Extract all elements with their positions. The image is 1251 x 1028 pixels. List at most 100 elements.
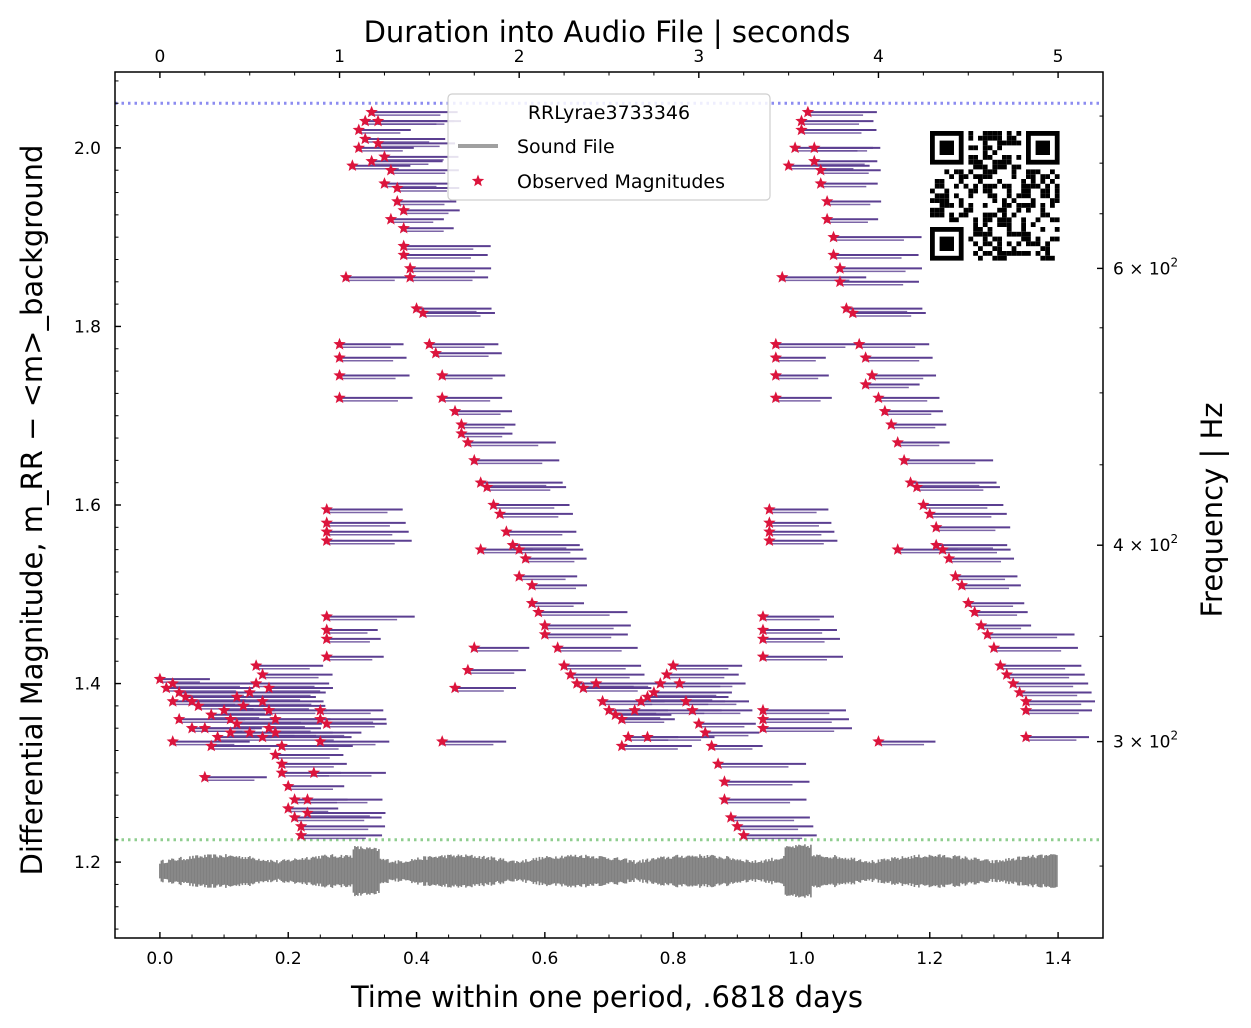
qr-module: [1035, 241, 1041, 247]
qr-module: [1006, 241, 1012, 247]
observed-magnitude-marker: [269, 712, 282, 725]
qr-module: [997, 131, 1002, 136]
qr-module: [1016, 251, 1022, 256]
qr-module: [973, 155, 978, 160]
qr-module: [1040, 227, 1046, 232]
observed-magnitude-marker: [769, 391, 782, 404]
observed-magnitude-marker: [320, 632, 333, 645]
qr-module: [1006, 159, 1012, 165]
observed-magnitude-marker: [763, 534, 776, 546]
observed-magnitude-marker: [660, 668, 673, 680]
qr-module: [973, 159, 978, 165]
observed-magnitude-marker: [570, 677, 584, 689]
observed-magnitude-marker: [718, 793, 731, 805]
y-tick-label: 1.4: [74, 675, 101, 695]
observed-magnitude-marker: [949, 569, 962, 582]
qr-module: [1054, 227, 1060, 232]
observed-magnitude-marker: [314, 712, 327, 725]
qr-module: [997, 159, 1002, 165]
qr-module: [987, 241, 993, 247]
observed-magnitude-marker: [718, 775, 731, 787]
x-tick-label: 0.8: [660, 949, 687, 969]
x-tick-label: 0.2: [275, 949, 302, 969]
observed-magnitude-marker: [391, 195, 404, 207]
observed-magnitude-marker: [820, 195, 834, 207]
observed-magnitude-marker: [250, 659, 263, 671]
qr-module: [1026, 207, 1031, 213]
observed-magnitude-marker: [814, 177, 827, 189]
qr-module: [1006, 155, 1012, 160]
qr-module: [1035, 183, 1041, 189]
observed-magnitude-marker: [333, 351, 346, 363]
y-axis-title-right: Frequency | Hz: [1195, 402, 1229, 617]
qr-module: [958, 212, 964, 218]
observed-magnitude-marker: [808, 141, 821, 154]
observed-magnitude-marker: [217, 703, 231, 716]
observed-magnitude-marker: [230, 690, 244, 703]
observed-magnitude-marker: [782, 159, 795, 171]
observed-magnitude-marker: [166, 735, 179, 747]
qr-module: [1050, 169, 1055, 175]
qr-module: [939, 198, 945, 203]
observed-magnitude-marker: [885, 418, 898, 430]
qr-module: [1002, 207, 1007, 213]
observed-magnitude-marker: [179, 690, 192, 703]
observed-magnitude-marker: [833, 275, 847, 288]
observed-magnitude-marker: [756, 712, 770, 725]
observed-magnitude-marker: [153, 672, 167, 685]
qr-module: [968, 236, 974, 242]
qr-module: [949, 217, 954, 223]
qr-module: [1050, 255, 1055, 261]
observed-magnitude-marker: [282, 802, 295, 814]
qr-module: [987, 193, 993, 199]
observed-magnitude-marker: [461, 663, 474, 676]
qr-module: [1040, 207, 1046, 213]
qr-finder-core: [939, 140, 954, 155]
qr-module: [1030, 203, 1036, 208]
qr-module: [1006, 135, 1012, 141]
qr-module: [1002, 251, 1007, 256]
qr-module: [1011, 251, 1017, 256]
observed-magnitude-marker: [962, 596, 975, 609]
observed-magnitude-marker: [320, 503, 333, 515]
observed-magnitude-marker: [686, 703, 699, 716]
qr-module: [1011, 174, 1017, 179]
observed-magnitude-marker: [1019, 694, 1033, 707]
qr-module: [939, 183, 945, 189]
observed-magnitude-marker: [930, 520, 943, 533]
qr-module: [1002, 140, 1007, 146]
qr-module: [997, 207, 1002, 213]
qr-module: [978, 174, 983, 179]
qr-module: [954, 183, 959, 189]
qr-code: [926, 127, 1064, 265]
top-tick-label: 3: [693, 47, 704, 67]
observed-magnitudes: [153, 105, 1033, 841]
qr-module: [978, 255, 983, 261]
qr-module: [992, 255, 998, 261]
observed-magnitude-marker: [692, 717, 705, 729]
qr-module: [978, 164, 983, 170]
qr-module: [1006, 217, 1012, 223]
observed-magnitude-marker: [647, 686, 661, 698]
qr-module: [982, 251, 988, 256]
observed-magnitude-marker: [737, 828, 750, 841]
observed-magnitude-marker: [596, 694, 609, 707]
qr-module: [939, 207, 945, 213]
x-tick-label: 1.4: [1045, 949, 1072, 969]
observed-magnitude-marker: [294, 819, 308, 832]
qr-module: [930, 207, 935, 213]
qr-module: [1026, 183, 1031, 189]
observed-magnitude-marker: [160, 681, 173, 694]
qr-module: [958, 198, 964, 203]
observed-magnitude-marker: [1019, 703, 1033, 716]
x-tick-label: 1.2: [916, 949, 943, 969]
observed-magnitude-marker: [891, 543, 904, 555]
observed-magnitude-marker: [371, 136, 385, 149]
observed-magnitude-marker: [320, 717, 333, 729]
qr-module: [992, 164, 998, 170]
qr-module: [1030, 241, 1036, 247]
observed-magnitude-marker: [872, 391, 885, 404]
qr-module: [968, 203, 974, 208]
qr-module: [954, 217, 959, 223]
qr-module: [1026, 236, 1031, 242]
